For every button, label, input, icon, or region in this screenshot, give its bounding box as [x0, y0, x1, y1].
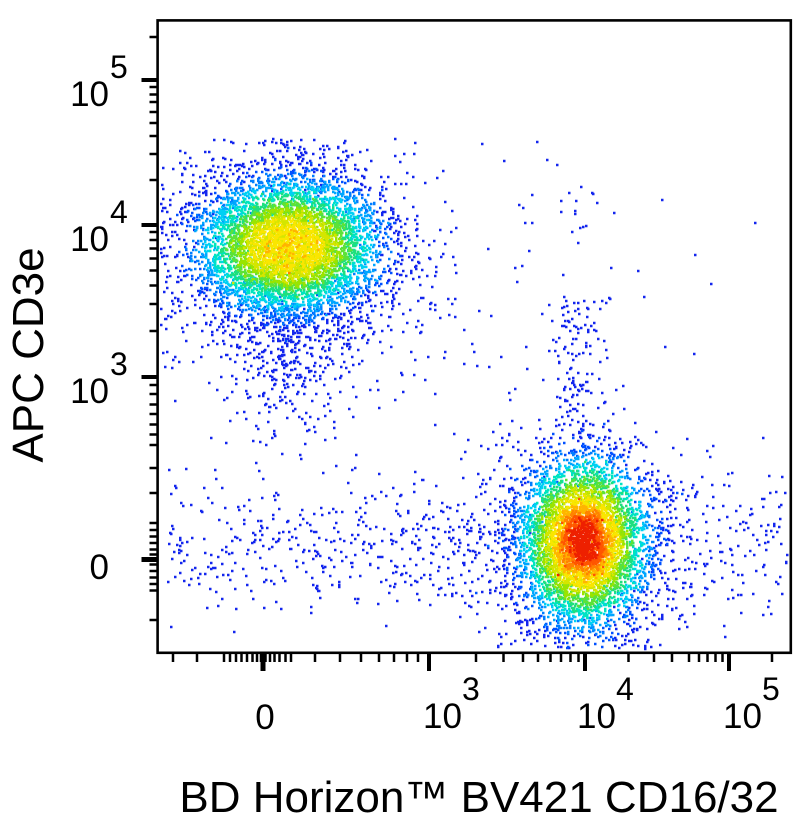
- svg-text:10: 10: [577, 697, 616, 736]
- svg-text:10: 10: [423, 697, 462, 736]
- svg-text:3: 3: [110, 346, 128, 382]
- svg-text:5: 5: [762, 671, 780, 707]
- svg-text:4: 4: [110, 194, 128, 230]
- svg-text:0: 0: [255, 698, 274, 737]
- svg-text:10: 10: [70, 220, 109, 259]
- svg-text:4: 4: [616, 671, 634, 707]
- svg-text:APC CD3e: APC CD3e: [4, 247, 53, 462]
- svg-text:0: 0: [90, 548, 109, 587]
- svg-text:10: 10: [723, 697, 762, 736]
- svg-text:5: 5: [110, 49, 128, 85]
- svg-text:10: 10: [70, 372, 109, 411]
- svg-text:3: 3: [462, 671, 480, 707]
- svg-text:10: 10: [70, 75, 109, 114]
- svg-text:BD Horizon™ BV421 CD16/32: BD Horizon™ BV421 CD16/32: [179, 773, 778, 822]
